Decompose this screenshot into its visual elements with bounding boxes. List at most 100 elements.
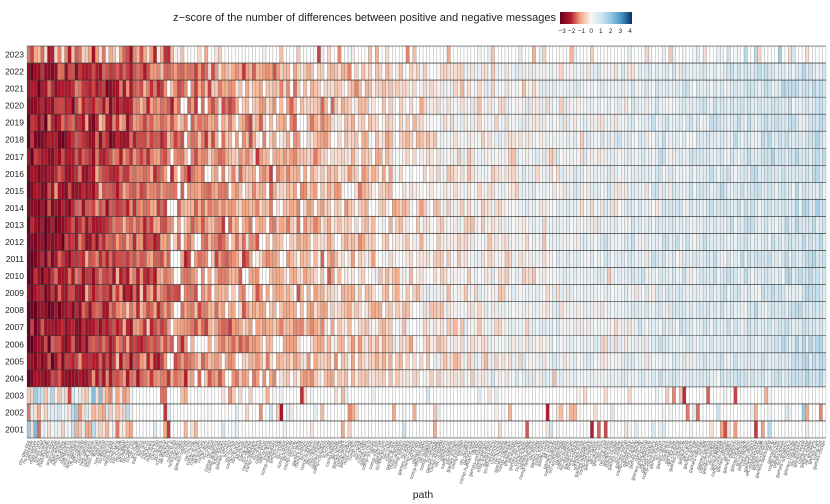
heatmap-cell	[37, 301, 41, 319]
heatmap-cell	[788, 199, 792, 217]
heatmap-cell	[491, 369, 495, 387]
heatmap-cell	[740, 62, 745, 81]
heatmap-cell	[668, 165, 673, 183]
heatmap-cell	[552, 284, 557, 302]
heatmap-cell	[760, 148, 765, 166]
heatmap-cell	[457, 386, 461, 405]
heatmap-cell	[726, 267, 731, 285]
heatmap-cell	[781, 267, 786, 285]
heatmap-cell	[552, 182, 557, 200]
heatmap-cell	[539, 386, 543, 405]
heatmap-cell	[71, 216, 75, 234]
heatmap-cell	[685, 97, 690, 115]
heatmap-cell	[665, 284, 670, 302]
heatmap-cell	[248, 284, 253, 302]
heatmap-cell	[453, 114, 458, 132]
heatmap-cell	[416, 369, 420, 387]
heatmap-cell	[569, 284, 574, 302]
heatmap-cell	[446, 250, 451, 268]
heatmap-cell	[115, 79, 120, 98]
heatmap-cell	[149, 148, 154, 166]
heatmap-cell	[463, 79, 468, 98]
heatmap-cell	[545, 301, 550, 319]
heatmap-cell	[399, 165, 403, 183]
heatmap-cell	[276, 284, 280, 302]
heatmap-cell	[808, 335, 813, 353]
heatmap-cell	[778, 97, 782, 115]
heatmap-cell	[108, 335, 113, 353]
heatmap-cell	[566, 284, 571, 302]
heatmap-cell	[347, 79, 352, 98]
heatmap-cell	[562, 233, 567, 251]
heatmap-cell	[812, 335, 816, 353]
heatmap-cell	[498, 369, 502, 387]
heatmap-cell	[272, 284, 277, 302]
heatmap-cell	[699, 250, 704, 268]
heatmap-cell	[702, 318, 707, 336]
heatmap-cell	[436, 199, 441, 217]
heatmap-cell	[641, 182, 646, 200]
heatmap-cell	[248, 250, 253, 268]
heatmap-cell	[224, 301, 229, 319]
heatmap-cell	[248, 165, 253, 183]
heatmap-cell	[593, 79, 598, 98]
heatmap-cell	[737, 131, 741, 149]
heatmap-cell	[47, 369, 52, 387]
heatmap-cell	[709, 369, 714, 387]
heatmap-cell	[327, 233, 332, 251]
heatmap-cell	[774, 199, 779, 217]
heatmap-cell	[446, 148, 451, 166]
heatmap-cell	[638, 79, 642, 98]
heatmap-cell	[484, 45, 489, 64]
heatmap-cell	[436, 97, 441, 115]
heatmap-cell	[105, 148, 110, 166]
heatmap-cell	[812, 148, 816, 166]
heatmap-cell	[778, 301, 782, 319]
heatmap-cell	[248, 233, 253, 251]
heatmap-cell	[767, 79, 772, 98]
heatmap-cell	[808, 352, 813, 370]
heatmap-cell	[354, 45, 359, 64]
heatmap-cell	[573, 131, 577, 149]
heatmap-cell	[720, 79, 724, 98]
heatmap-cell	[313, 182, 318, 200]
heatmap-cell	[450, 335, 454, 353]
heatmap-cell	[603, 233, 608, 251]
heatmap-cell	[214, 233, 219, 251]
heatmap-cell	[231, 233, 236, 251]
heatmap-cell	[245, 335, 250, 353]
heatmap-cell	[467, 79, 472, 98]
heatmap-cell	[78, 250, 82, 268]
heatmap-cell	[98, 352, 103, 370]
heatmap-cell	[142, 114, 147, 132]
heatmap-cell	[310, 301, 314, 319]
heatmap-cell	[552, 386, 557, 405]
heatmap-cell	[504, 131, 509, 149]
heatmap-cell	[245, 250, 250, 268]
heatmap-cell	[539, 301, 543, 319]
heatmap-cell	[125, 267, 130, 285]
heatmap-cell	[183, 216, 188, 234]
heatmap-cell	[597, 45, 601, 64]
heatmap-cell	[590, 352, 594, 370]
heatmap-cell	[682, 250, 687, 268]
heatmap-cell	[610, 352, 615, 370]
heatmap-cell	[276, 165, 280, 183]
heatmap-cell	[812, 284, 816, 302]
heatmap-cell	[81, 62, 86, 81]
heatmap-cell	[293, 45, 297, 64]
heatmap-cell	[566, 352, 571, 370]
heatmap-cell	[61, 62, 65, 81]
heatmap-cell	[723, 45, 728, 64]
heatmap-cell	[791, 182, 796, 200]
heatmap-cell	[317, 216, 321, 234]
heatmap-cell	[453, 301, 458, 319]
heatmap-cell	[699, 199, 704, 217]
heatmap-cell	[248, 62, 253, 81]
heatmap-cell	[101, 267, 106, 285]
heatmap-cell	[737, 318, 741, 336]
heatmap-cell	[228, 216, 232, 234]
heatmap-cell	[101, 182, 106, 200]
heatmap-cell	[422, 233, 427, 251]
heatmap-cell	[115, 403, 120, 422]
